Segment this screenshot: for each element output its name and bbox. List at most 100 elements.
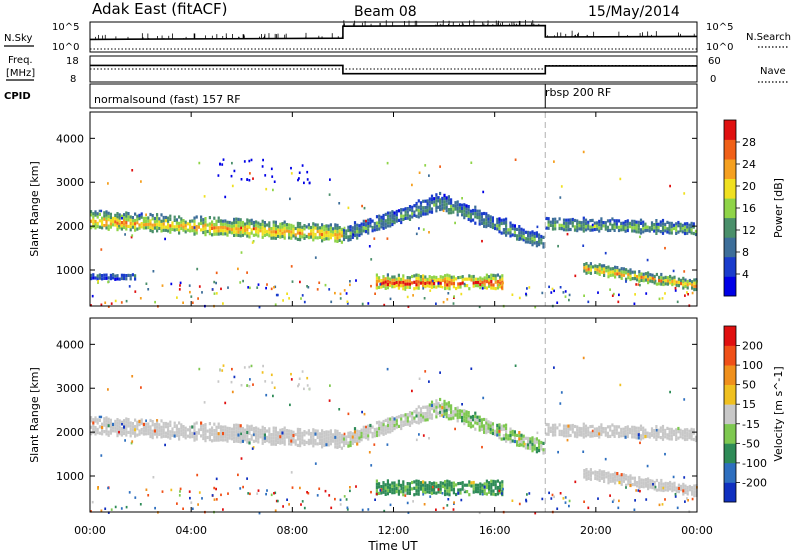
power-cell bbox=[369, 224, 372, 228]
power-cell bbox=[378, 285, 381, 289]
velocity-cell bbox=[684, 484, 687, 488]
power-cell bbox=[483, 211, 486, 216]
velocity-cell bbox=[673, 484, 676, 489]
power-cell bbox=[476, 209, 479, 213]
velocity-scatter bbox=[386, 443, 389, 446]
power-cell bbox=[356, 226, 359, 230]
velocity-cell bbox=[127, 430, 130, 434]
power-cell bbox=[633, 226, 636, 230]
velocity-cell bbox=[499, 484, 502, 488]
velocity-cell bbox=[373, 431, 376, 435]
power-cell bbox=[594, 267, 597, 271]
velocity-cell bbox=[538, 445, 541, 449]
velocity-cell bbox=[380, 421, 383, 425]
velocity-scatter bbox=[441, 414, 443, 417]
velocity-cell bbox=[153, 429, 156, 433]
velocity-cell bbox=[622, 476, 625, 480]
power-cell bbox=[274, 233, 277, 237]
power-cell bbox=[257, 224, 260, 228]
velocity-scatter bbox=[446, 504, 449, 507]
power-cell bbox=[323, 234, 326, 238]
power-cell bbox=[277, 231, 280, 235]
power-cell bbox=[415, 205, 418, 209]
power-cell bbox=[197, 222, 200, 226]
velocity-cell bbox=[94, 425, 97, 430]
velocity-cell bbox=[653, 487, 656, 491]
power-scatter bbox=[140, 180, 142, 183]
velocity-scatter bbox=[257, 489, 260, 492]
power-cell bbox=[342, 231, 346, 235]
velocity-cell bbox=[237, 430, 240, 434]
velocity-cell bbox=[204, 439, 207, 443]
power-cell bbox=[395, 216, 398, 220]
power-cell bbox=[483, 285, 486, 290]
power-cell bbox=[660, 272, 663, 277]
velocity-cell bbox=[338, 432, 341, 436]
velocity-cell bbox=[598, 425, 601, 429]
velocity-cell bbox=[496, 423, 499, 427]
power-cell bbox=[274, 230, 277, 234]
velocity-cell bbox=[327, 433, 330, 437]
velocity-cell bbox=[195, 434, 198, 438]
power-cell bbox=[605, 269, 608, 273]
power-cell bbox=[529, 231, 532, 235]
velocity-cell bbox=[492, 479, 495, 483]
velocity-scatter bbox=[646, 464, 649, 468]
velocity-cell bbox=[329, 429, 332, 433]
velocity-cell bbox=[103, 420, 106, 424]
velocity-cell bbox=[244, 434, 247, 439]
power-cell bbox=[690, 231, 693, 235]
power-speckle bbox=[271, 175, 274, 178]
power-scatter bbox=[193, 226, 196, 229]
power-cell bbox=[435, 199, 438, 203]
power-cell bbox=[628, 225, 632, 229]
power-scatter bbox=[502, 281, 504, 285]
power-scatter bbox=[307, 286, 310, 289]
x-axis-label: Time UT bbox=[367, 539, 418, 553]
power-scatter bbox=[687, 293, 689, 296]
power-cell bbox=[204, 233, 207, 237]
velocity-cell bbox=[107, 417, 110, 421]
power-scatter bbox=[301, 294, 304, 297]
power-cell bbox=[642, 279, 645, 283]
power-cell bbox=[334, 236, 337, 240]
velocity-scatter bbox=[553, 495, 555, 499]
velocity-cell bbox=[162, 425, 165, 429]
power-cell bbox=[411, 215, 414, 219]
velocity-scatter bbox=[349, 489, 351, 493]
power-cell bbox=[509, 234, 512, 238]
power-cell bbox=[175, 218, 178, 222]
velocity-cell bbox=[529, 440, 532, 444]
velocity-cell bbox=[235, 436, 238, 440]
power-cell bbox=[463, 212, 466, 216]
power-cell bbox=[340, 227, 343, 231]
velocity-cell bbox=[288, 442, 291, 446]
power-cell bbox=[629, 277, 632, 282]
power-cell bbox=[691, 283, 694, 287]
power-cell bbox=[620, 267, 623, 271]
power-cell bbox=[637, 230, 640, 234]
power-cell bbox=[292, 224, 295, 228]
power-cell bbox=[461, 206, 464, 210]
power-cell bbox=[353, 224, 357, 228]
velocity-cell bbox=[450, 484, 453, 489]
power-cell bbox=[642, 220, 645, 224]
velocity-cell bbox=[433, 491, 436, 495]
velocity-cell bbox=[505, 433, 508, 437]
power-cell bbox=[531, 230, 534, 234]
power-cell bbox=[318, 226, 321, 230]
velocity-cell bbox=[107, 430, 110, 434]
power-cell bbox=[589, 228, 592, 232]
velocity-cell bbox=[448, 486, 451, 490]
velocity-scatter bbox=[240, 457, 243, 460]
velocity-cell bbox=[580, 433, 583, 437]
velocity-cell bbox=[338, 441, 341, 445]
velocity-cell bbox=[125, 423, 128, 427]
velocity-cell bbox=[167, 432, 170, 436]
velocity-cell bbox=[101, 429, 104, 433]
velocity-cell bbox=[197, 428, 200, 432]
velocity-cell bbox=[255, 432, 258, 436]
power-cell bbox=[616, 269, 619, 273]
power-cell bbox=[478, 212, 481, 216]
power-scatter bbox=[639, 283, 641, 287]
